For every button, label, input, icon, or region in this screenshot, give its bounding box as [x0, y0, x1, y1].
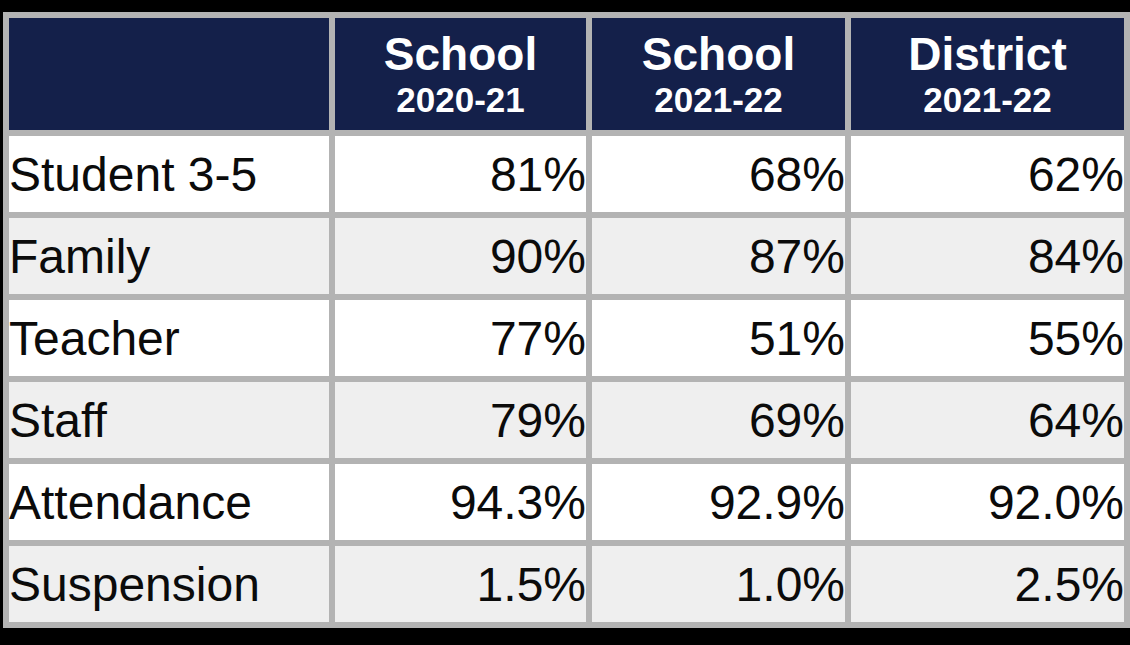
table-cell: 92.0%	[848, 461, 1127, 543]
header-row: School 2020-21 School 2021-22 District 2…	[6, 15, 1127, 133]
column-subtitle: 2021-22	[851, 80, 1124, 119]
table-cell: 1.0%	[589, 543, 848, 625]
table-cell: 77%	[332, 297, 589, 379]
metrics-table: School 2020-21 School 2021-22 District 2…	[3, 12, 1130, 628]
table-cell: 84%	[848, 215, 1127, 297]
table-cell: 55%	[848, 297, 1127, 379]
table-cell: 64%	[848, 379, 1127, 461]
table-cell: 90%	[332, 215, 589, 297]
column-title: District	[851, 29, 1124, 81]
table-cell: 94.3%	[332, 461, 589, 543]
table-cell: 62%	[848, 133, 1127, 215]
column-title: School	[335, 29, 586, 81]
table-row-teacher: Teacher 77% 51% 55%	[6, 297, 1127, 379]
table-row-attendance: Attendance 94.3% 92.9% 92.0%	[6, 461, 1127, 543]
table-cell: 69%	[589, 379, 848, 461]
column-header-school-2020-21: School 2020-21	[332, 15, 589, 133]
table-row-student-3-5: Student 3-5 81% 68% 62%	[6, 133, 1127, 215]
row-label: Teacher	[6, 297, 332, 379]
table-row-suspension: Suspension 1.5% 1.0% 2.5%	[6, 543, 1127, 625]
column-subtitle: 2021-22	[592, 80, 845, 119]
table-row-family: Family 90% 87% 84%	[6, 215, 1127, 297]
table-cell: 2.5%	[848, 543, 1127, 625]
table-cell: 1.5%	[332, 543, 589, 625]
table-body: Student 3-5 81% 68% 62% Family 90% 87% 8…	[6, 133, 1127, 625]
table-cell: 79%	[332, 379, 589, 461]
column-header-district-2021-22: District 2021-22	[848, 15, 1127, 133]
header-corner-cell	[6, 15, 332, 133]
table-cell: 81%	[332, 133, 589, 215]
row-label: Family	[6, 215, 332, 297]
row-label: Attendance	[6, 461, 332, 543]
row-label: Student 3-5	[6, 133, 332, 215]
table-cell: 92.9%	[589, 461, 848, 543]
row-label: Suspension	[6, 543, 332, 625]
column-header-school-2021-22: School 2021-22	[589, 15, 848, 133]
row-label: Staff	[6, 379, 332, 461]
page-background: School 2020-21 School 2021-22 District 2…	[0, 0, 1130, 645]
column-title: School	[592, 29, 845, 81]
table-cell: 87%	[589, 215, 848, 297]
column-subtitle: 2020-21	[335, 80, 586, 119]
table-row-staff: Staff 79% 69% 64%	[6, 379, 1127, 461]
table-cell: 51%	[589, 297, 848, 379]
table-header: School 2020-21 School 2021-22 District 2…	[6, 15, 1127, 133]
table-cell: 68%	[589, 133, 848, 215]
